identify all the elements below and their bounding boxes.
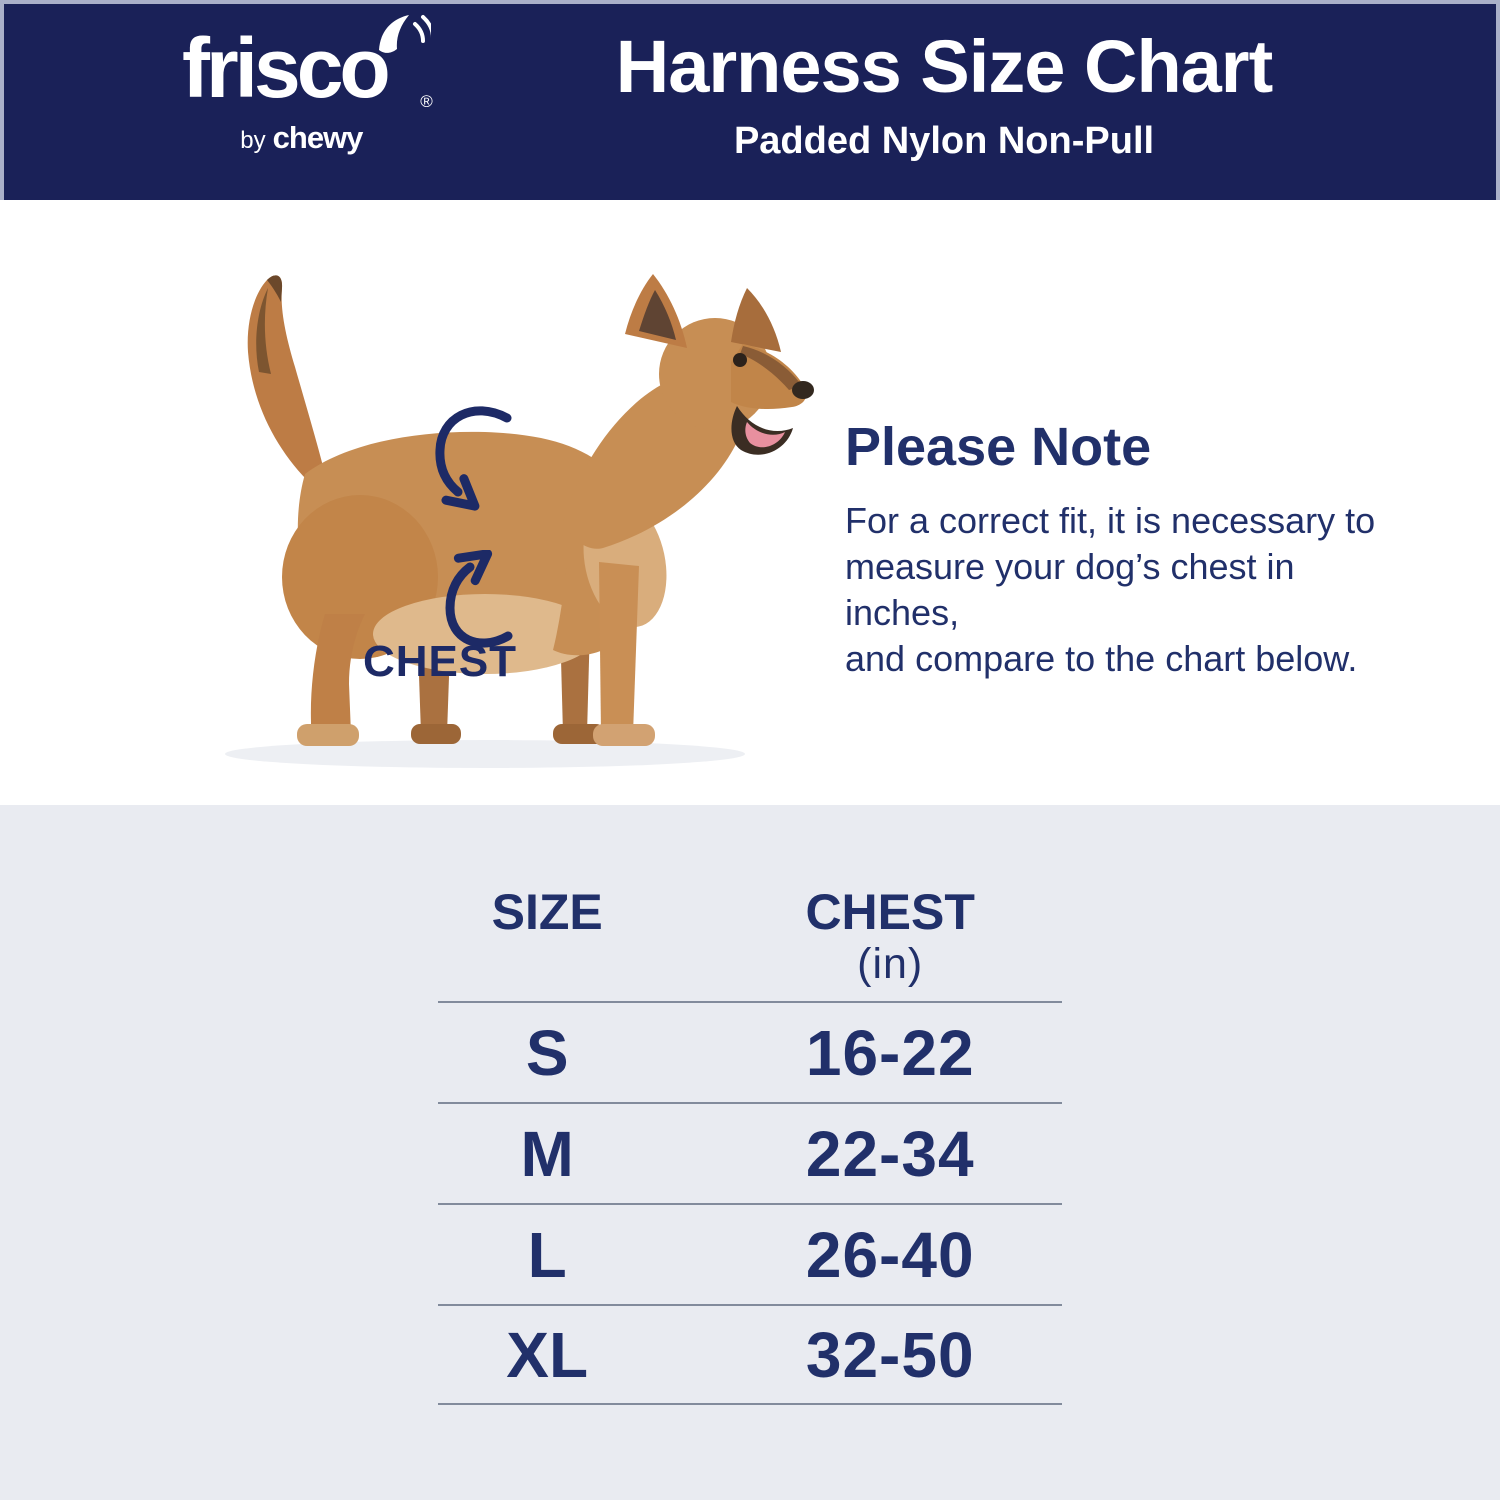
size-value: XL: [506, 1318, 589, 1391]
column-header-chest-unit: (in): [857, 940, 924, 988]
girth-measure-arrow-up-icon: [445, 550, 513, 648]
chest-measure-label: CHEST: [362, 637, 518, 686]
chest-range-value: 22-34: [805, 1117, 975, 1190]
column-header-size: SIZE: [491, 884, 603, 940]
chewy-logo-text: chewy: [272, 120, 364, 155]
measurement-illustration-section: CHEST Please Note For a correct fit, it …: [0, 200, 1500, 805]
note-line: measure your dog’s chest in inches,: [845, 546, 1295, 633]
girth-measure-arrow-down-icon: [435, 406, 512, 511]
column-header-chest: CHEST (in): [656, 885, 1062, 989]
table-header-row: SIZE CHEST (in): [438, 885, 1062, 1001]
note-heading: Please Note: [845, 417, 1152, 477]
by-chewy-tagline: by chewy: [182, 120, 387, 156]
page-title: Harness Size Chart: [615, 25, 1274, 108]
table-row: L 26-40: [438, 1203, 1062, 1304]
chest-range-value: 16-22: [805, 1016, 975, 1089]
page-subtitle: Padded Nylon Non-Pull: [733, 119, 1155, 162]
frisco-logo-wordmark: frisco ®: [182, 15, 433, 111]
registered-trademark: ®: [420, 92, 433, 111]
table-row: XL 32-50: [438, 1304, 1062, 1406]
size-value: L: [527, 1218, 567, 1291]
by-label: by: [240, 127, 266, 154]
frisco-tail-swoosh-icon: [378, 15, 431, 53]
frisco-logo: frisco ® by chewy: [182, 15, 433, 156]
size-value: S: [525, 1016, 569, 1089]
size-table-section: SIZE CHEST (in) S 16-22 M 22-34 L 26-40 …: [0, 805, 1500, 1500]
note-line: and compare to the chart below.: [845, 638, 1358, 679]
please-note-block: Please Note For a correct fit, it is nec…: [845, 420, 1415, 682]
size-table: SIZE CHEST (in) S 16-22 M 22-34 L 26-40 …: [438, 885, 1062, 1406]
table-row: S 16-22: [438, 1001, 1062, 1102]
dog-illustration: [225, 274, 814, 768]
table-row: M 22-34: [438, 1102, 1062, 1203]
frisco-logo-text: frisco: [182, 21, 391, 115]
chest-range-value: 32-50: [805, 1318, 975, 1391]
header-banner: frisco ® by chewy Harness Size Chart Padd…: [0, 0, 1500, 200]
header-titles: Harness Size Chart Padded Nylon Non-Pull: [544, 28, 1344, 160]
note-line: For a correct fit, it is necessary to: [845, 500, 1376, 541]
size-value: M: [520, 1117, 574, 1190]
column-header-chest-label: CHEST: [805, 884, 975, 940]
note-body: For a correct fit, it is necessary to me…: [845, 498, 1415, 682]
chest-range-value: 26-40: [805, 1218, 975, 1291]
